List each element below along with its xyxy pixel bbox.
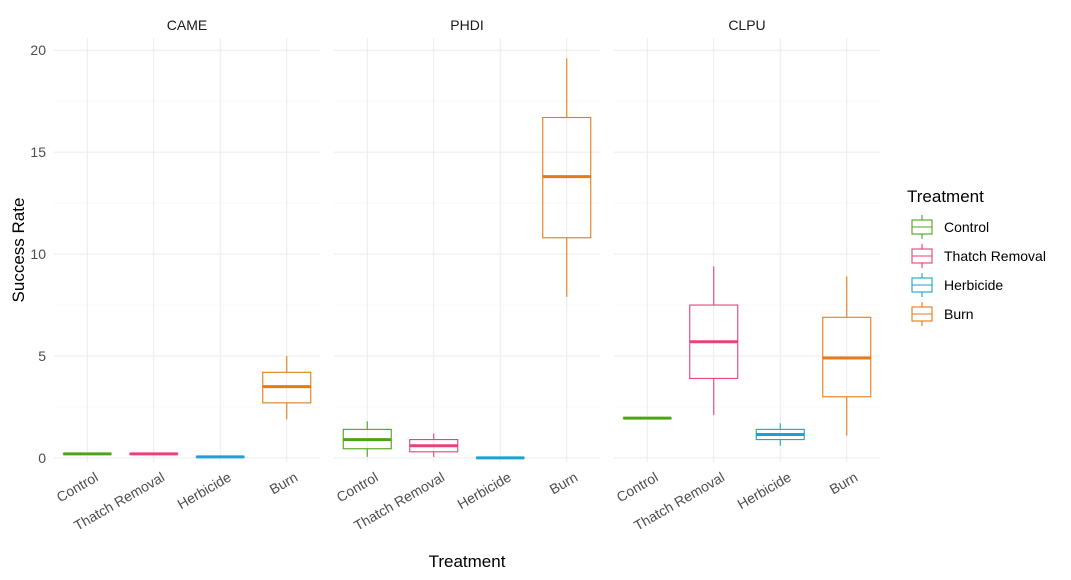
x-axis-title: Treatment xyxy=(429,552,506,571)
legend-title: Treatment xyxy=(907,187,984,206)
y-tick-label: 0 xyxy=(38,450,46,466)
x-tick-label: Burn xyxy=(547,469,581,498)
y-axis-title: Success Rate xyxy=(9,198,28,303)
facet-label-came: CAME xyxy=(167,17,207,33)
legend-label: Burn xyxy=(944,306,974,322)
x-tick-label: Herbicide xyxy=(175,469,234,513)
y-tick-label: 15 xyxy=(30,144,46,160)
x-tick-label: Control xyxy=(54,469,101,505)
x-tick-label: Herbicide xyxy=(735,469,794,513)
legend-label: Thatch Removal xyxy=(944,248,1046,264)
facet-label-phdi: PHDI xyxy=(450,17,483,33)
y-tick-label: 5 xyxy=(38,348,46,364)
x-tick-label: Burn xyxy=(267,469,301,498)
x-tick-label: Control xyxy=(614,469,661,505)
x-tick-label: Burn xyxy=(827,469,861,498)
y-tick-label: 20 xyxy=(30,42,46,58)
x-tick-label: Control xyxy=(334,469,381,505)
legend-label: Herbicide xyxy=(944,277,1003,293)
facet-label-clpu: CLPU xyxy=(728,17,765,33)
y-tick-label: 10 xyxy=(30,246,46,262)
legend-label: Control xyxy=(944,219,989,235)
x-tick-label: Herbicide xyxy=(455,469,514,513)
